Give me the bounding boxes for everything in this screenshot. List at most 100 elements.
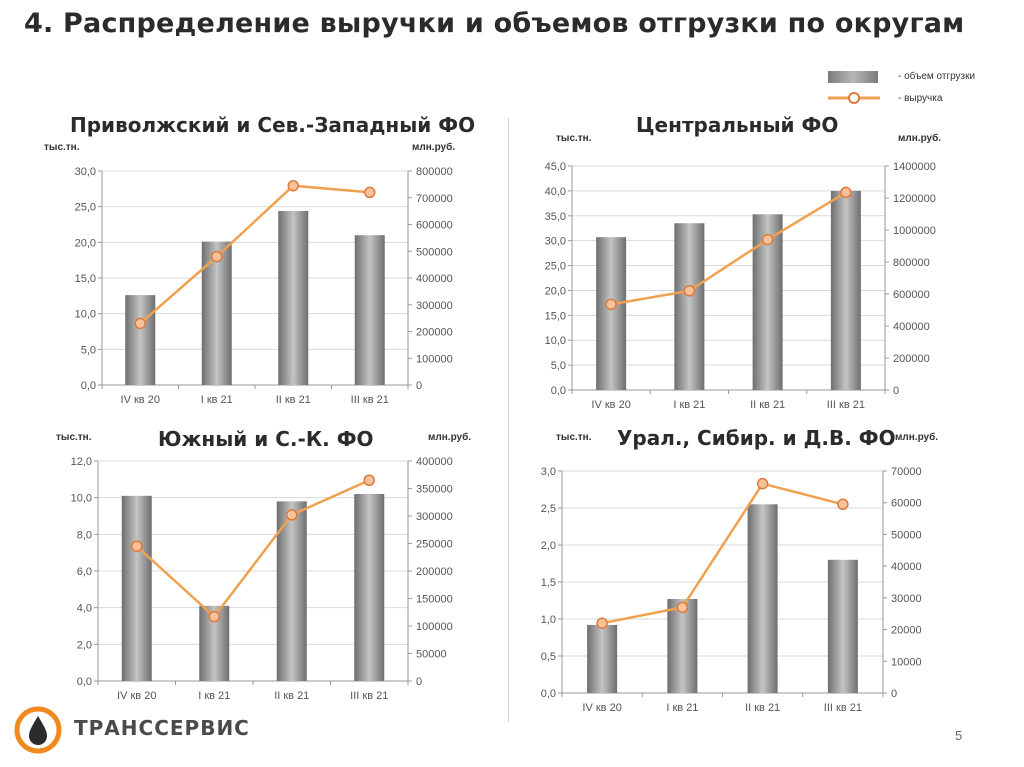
y-tick-label: 1,0: [541, 614, 556, 626]
bar-volume: [587, 624, 618, 693]
y2-tick-label: 200000: [893, 353, 930, 365]
y2-tick-label: 0: [891, 688, 897, 700]
bar-volume: [201, 241, 232, 385]
y2-tick-label: 800000: [893, 257, 930, 269]
point-revenue: [676, 601, 689, 614]
y-tick-label: 0,5: [541, 651, 556, 663]
y-tick-label: 0,0: [541, 688, 556, 700]
logo-text: ТРАНССЕРВИС: [74, 716, 250, 740]
x-tick-label: I кв 21: [201, 394, 233, 406]
point-revenue: [761, 233, 774, 246]
legend-line-swatch: [828, 92, 880, 104]
y2-tick-label: 60000: [891, 498, 922, 510]
y-tick-label: 6,0: [77, 566, 92, 578]
y-tick-label: 15,0: [75, 273, 96, 285]
y-tick-label: 4,0: [77, 603, 92, 615]
bar-volume: [278, 210, 309, 385]
y2-tick-label: 1000000: [893, 225, 936, 237]
x-tick-label: III кв 21: [824, 702, 862, 714]
chart-y2label-volga-nw: млн.руб.: [412, 142, 456, 153]
bar-volume: [827, 559, 858, 693]
y2-tick-label: 350000: [416, 484, 453, 496]
chart-central: 0,0 5,0 10,0 15,0 20,0 25,0 30,0 35,0 40,0 45,0 0 2…: [545, 161, 936, 411]
bar-volume: [354, 235, 385, 385]
y-tick-label: 15,0: [545, 310, 566, 322]
legend-label-revenue: - выручка: [898, 93, 943, 104]
y-tick-label: 0,0: [551, 385, 566, 397]
y-tick-label: 40,0: [545, 186, 566, 198]
bar-volume: [674, 223, 705, 390]
legend-bar-swatch: [828, 71, 878, 83]
y2-tick-label: 30000: [891, 593, 922, 605]
y2-tick-label: 500000: [416, 246, 453, 258]
chart-south: 0,0 2,0 4,0 6,0 8,0 10,0 12,0 0 50000 100000 15000…: [71, 456, 453, 702]
y-tick-label: 20,0: [75, 237, 96, 249]
y-tick-label: 1,5: [541, 577, 556, 589]
y-tick-label: 30,0: [75, 166, 96, 178]
point-revenue: [837, 498, 849, 511]
y-tick-label: 2,0: [541, 540, 556, 552]
y2-tick-label: 1200000: [893, 193, 936, 205]
y-tick-label: 3,0: [541, 466, 556, 478]
chart-ylabel-south: тыс.тн.: [56, 432, 92, 443]
bar-volume: [747, 504, 778, 693]
chart-title-south: Южный и С.-К. ФО: [158, 427, 374, 451]
point-revenue: [840, 186, 852, 199]
bar-volume: [125, 295, 156, 385]
chart-title-ural-sib-fe: Урал., Сибир. и Д.В. ФО: [617, 426, 896, 450]
x-tick-label: II кв 21: [276, 394, 311, 406]
chart-ural-sib-fe: 0,0 0,5 1,0 1,5 2,0 2,5 3,0 0 10000 20000 30000 400…: [541, 466, 922, 714]
y2-tick-label: 600000: [416, 220, 453, 232]
point-revenue: [756, 477, 769, 490]
y2-tick-label: 800000: [416, 166, 453, 178]
chart-ylabel-central: тыс.тн.: [556, 133, 592, 144]
y-tick-label: 5,0: [551, 360, 566, 372]
x-tick-label: IV кв 20: [582, 702, 621, 714]
line-revenue: [601, 482, 844, 625]
y-tick-label: 0,0: [81, 380, 96, 392]
x-tick-label: I кв 21: [666, 702, 698, 714]
point-revenue: [287, 179, 299, 192]
y-tick-label: 10,0: [75, 309, 96, 321]
line-revenue: [610, 191, 847, 306]
y-tick-label: 2,0: [77, 639, 92, 651]
y-tick-label: 25,0: [75, 202, 96, 214]
x-tick-label: I кв 21: [198, 690, 230, 702]
point-revenue: [211, 250, 223, 263]
y-tick-label: 10,0: [71, 493, 92, 505]
y2-tick-label: 20000: [891, 625, 922, 637]
bar-volume: [667, 599, 698, 693]
chart-title-volga-nw: Приволжский и Сев.-Западный ФО: [70, 113, 476, 137]
point-revenue: [208, 610, 220, 623]
point-revenue: [286, 509, 298, 521]
point-revenue: [596, 617, 608, 629]
chart-y2label-central: млн.руб.: [898, 133, 942, 144]
y-tick-label: 5,0: [81, 344, 96, 356]
y-tick-label: 8,0: [77, 529, 92, 541]
legend-label-volume: - объем отгрузки: [898, 71, 976, 82]
chart-y2label-south: млн.руб.: [428, 432, 472, 443]
y2-tick-label: 300000: [416, 300, 453, 312]
y2-tick-label: 10000: [891, 656, 922, 668]
y2-tick-label: 0: [416, 380, 422, 392]
y-tick-label: 45,0: [545, 161, 566, 173]
x-tick-label: IV кв 20: [117, 690, 156, 702]
y-tick-label: 2,5: [541, 503, 556, 515]
page-title: 4. Распределение выручки и объемов отгру…: [24, 8, 965, 39]
y2-tick-label: 250000: [416, 539, 453, 551]
y-tick-label: 10,0: [545, 335, 566, 347]
chart-y2label-ural-sib-fe: млн.руб.: [895, 432, 939, 443]
y2-tick-label: 400000: [416, 456, 453, 468]
chart-volga-nw: 0,0 5,0 10,0 15,0 20,0 25,0 30,0 0 100000 200000 3…: [75, 166, 453, 406]
x-tick-label: III кв 21: [350, 690, 388, 702]
point-revenue: [683, 285, 696, 297]
y2-tick-label: 600000: [893, 289, 930, 301]
bar-volume: [354, 494, 385, 681]
y2-tick-label: 700000: [416, 193, 453, 205]
chart-ylabel-volga-nw: тыс.тн.: [44, 142, 80, 153]
page-number: 5: [955, 728, 963, 743]
x-tick-label: II кв 21: [745, 702, 780, 714]
y-tick-label: 0,0: [77, 676, 92, 688]
point-revenue: [131, 540, 143, 552]
y2-tick-label: 300000: [416, 511, 453, 523]
